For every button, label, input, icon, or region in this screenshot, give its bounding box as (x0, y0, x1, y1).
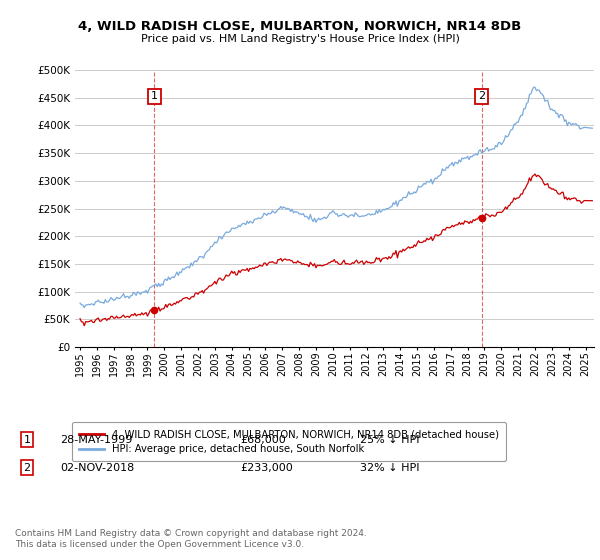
Text: £68,000: £68,000 (240, 435, 286, 445)
Text: Contains HM Land Registry data © Crown copyright and database right 2024.
This d: Contains HM Land Registry data © Crown c… (15, 529, 367, 549)
Text: 32% ↓ HPI: 32% ↓ HPI (360, 463, 419, 473)
Text: 28-MAY-1999: 28-MAY-1999 (60, 435, 133, 445)
Text: Price paid vs. HM Land Registry's House Price Index (HPI): Price paid vs. HM Land Registry's House … (140, 34, 460, 44)
Text: 25% ↓ HPI: 25% ↓ HPI (360, 435, 419, 445)
Text: 1: 1 (23, 435, 31, 445)
Text: 4, WILD RADISH CLOSE, MULBARTON, NORWICH, NR14 8DB: 4, WILD RADISH CLOSE, MULBARTON, NORWICH… (79, 20, 521, 32)
Legend: 4, WILD RADISH CLOSE, MULBARTON, NORWICH, NR14 8DB (detached house), HPI: Averag: 4, WILD RADISH CLOSE, MULBARTON, NORWICH… (73, 422, 506, 461)
Text: 1: 1 (151, 91, 158, 101)
Text: 2: 2 (23, 463, 31, 473)
Text: £233,000: £233,000 (240, 463, 293, 473)
Text: 02-NOV-2018: 02-NOV-2018 (60, 463, 134, 473)
Text: 2: 2 (478, 91, 485, 101)
